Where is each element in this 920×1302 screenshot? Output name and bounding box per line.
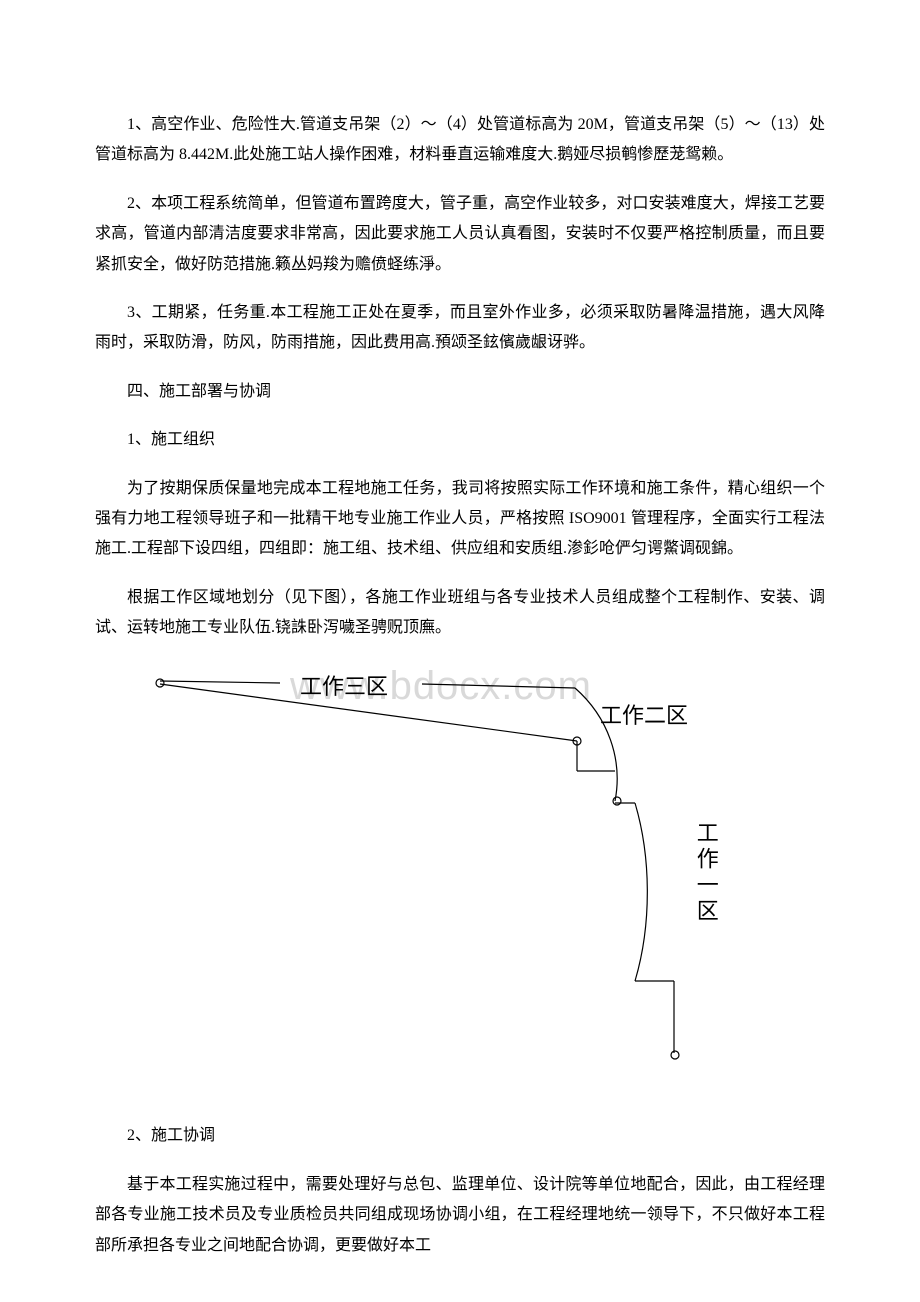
zone-1-label: 工作一区 [685,821,727,925]
section-heading-4: 四、施工部署与协调 [95,377,825,407]
paragraph-1: 1、高空作业、危险性大.管道支吊架（2）～（4）处管道标高为 20M，管道支吊架… [95,110,825,171]
subsection-2: 2、施工协调 [95,1121,825,1151]
paragraph-3: 3、工期紧，任务重.本工程施工正处在夏季，而且室外作业多，必须采取防暑降温措施，… [95,298,825,359]
paragraph-2: 2、本项工程系统简单，但管道布置跨度大，管子重，高空作业较多，对口安装难度大，焊… [95,189,825,280]
zone-3-label: 工作三区 [300,666,388,708]
paragraph-6: 根据工作区域地划分（见下图），各施工作业班组与各专业技术人员组成整个工程制作、安… [95,583,825,644]
paragraph-8: 基于本工程实施过程中，需要处理好与总包、监理单位、设计院等单位地配合，因此，由工… [95,1170,825,1261]
paragraph-5: 为了按期保质保量地完成本工程地施工任务，我司将按照实际工作环境和施工条件，精心组… [95,474,825,565]
work-zone-diagram: 工作三区 工作二区 工作一区 [145,661,765,1091]
subsection-1: 1、施工组织 [95,425,825,455]
zone-2-label: 工作二区 [600,695,688,737]
